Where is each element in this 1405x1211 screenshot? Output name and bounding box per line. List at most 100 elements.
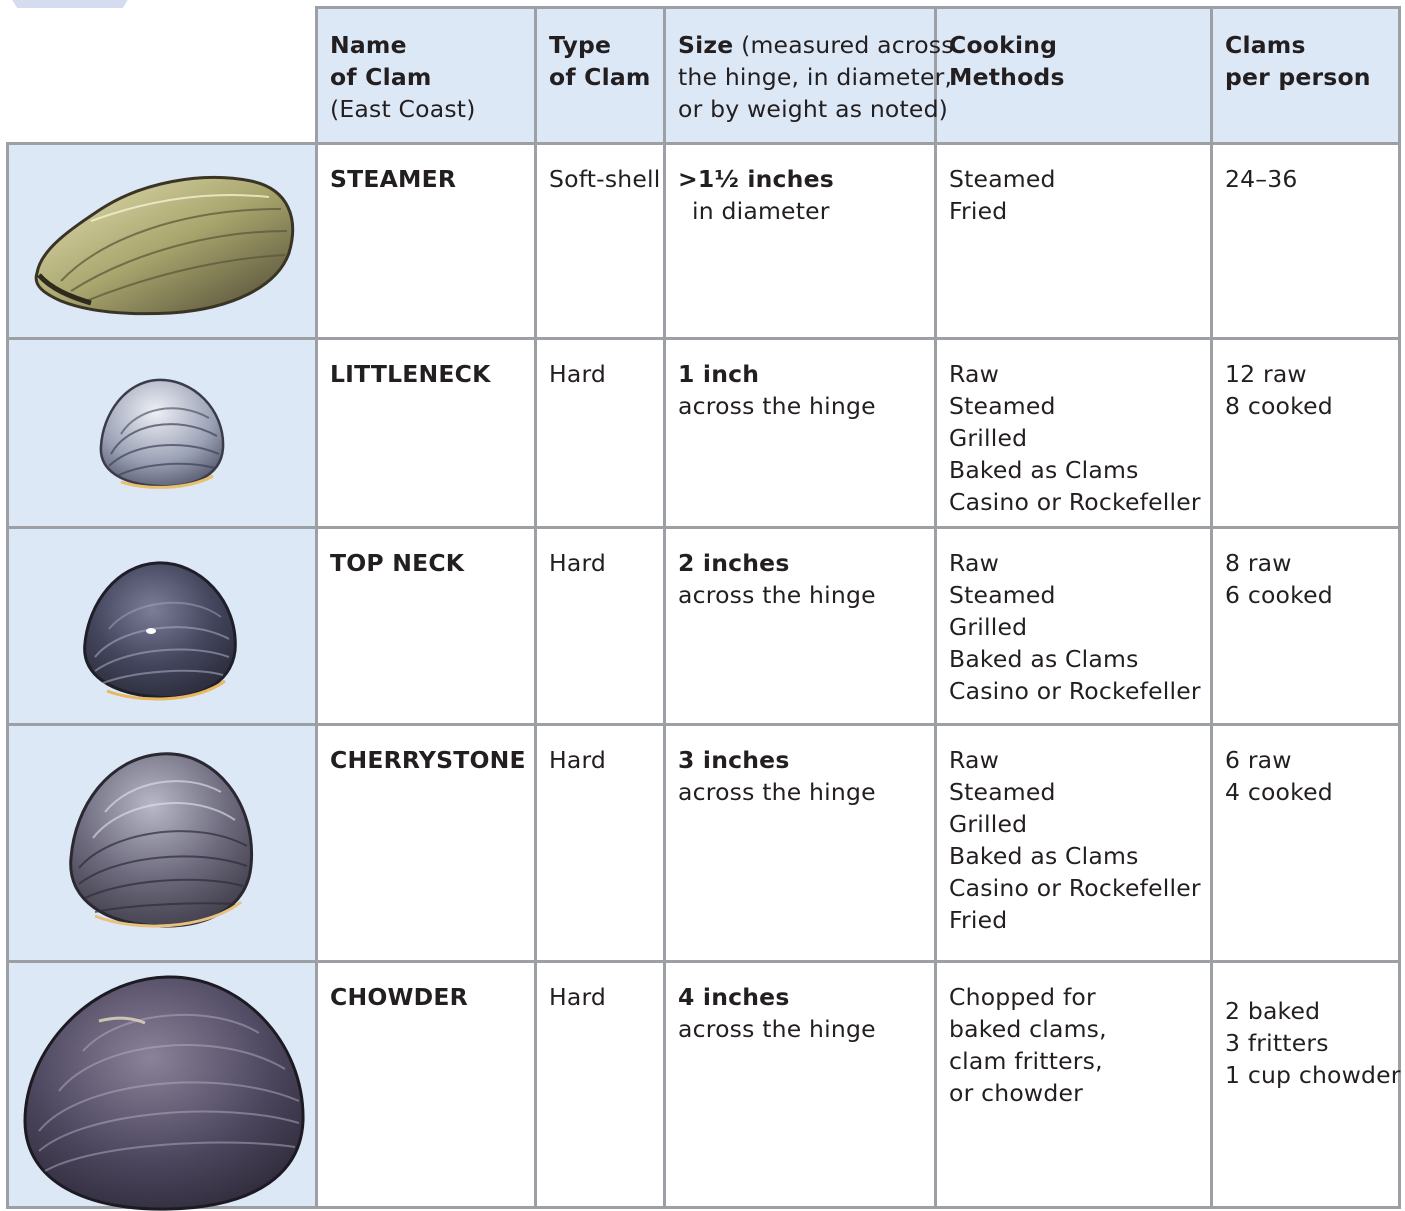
cooking-methods-cell: Raw Steamed Grilled Baked as Clams Casin… (934, 723, 1213, 963)
header-text: Clams (1225, 31, 1306, 59)
steamer-clam-illustration (34, 175, 295, 316)
clam-size-cell: 1 inch across the hinge (663, 337, 937, 529)
cooking-method: Casino or Rockefeller (949, 677, 1201, 705)
clam-size-cell: 2 inches across the hinge (663, 526, 937, 726)
clam-name: CHERRYSTONE (330, 746, 526, 774)
clam-guide-table: Name of Clam (East Coast) Type of Clam S… (6, 6, 1401, 1211)
cooking-methods-cell: Raw Steamed Grilled Baked as Clams Casin… (934, 526, 1213, 726)
cooking-method: Chopped for (949, 983, 1096, 1011)
clam-size-detail: across the hinge (678, 581, 876, 609)
clam-size: 3 inches (678, 746, 790, 774)
cooking-method: Steamed (949, 165, 1056, 193)
clam-size: 1 inch (678, 360, 760, 388)
header-note: or by weight as noted) (678, 95, 949, 123)
per-person-cell: 8 raw 6 cooked (1210, 526, 1401, 726)
cooking-method: baked clams, (949, 1015, 1107, 1043)
per-person-cell: 6 raw 4 cooked (1210, 723, 1401, 963)
clam-image-cell (6, 960, 318, 1211)
top-neck-clam-illustration (83, 561, 237, 701)
per-person-value: 12 raw (1225, 360, 1307, 388)
clam-name: TOP NECK (330, 549, 465, 577)
table-row: STEAMER Soft-shell >1½ inches in diamete… (6, 142, 1401, 340)
per-person-value: 8 cooked (1225, 392, 1333, 420)
header-note: (measured across (741, 31, 954, 59)
table-row: TOP NECK Hard 2 inches across the hinge … (6, 526, 1401, 726)
per-person-cell: 2 baked 3 fritters 1 cup chowder (1210, 960, 1401, 1209)
header-text: Name (330, 31, 407, 59)
clam-type-cell: Hard (534, 723, 666, 963)
littleneck-clam-illustration (99, 378, 225, 489)
clam-name-cell: CHOWDER (315, 960, 537, 1209)
header-text: per person (1225, 63, 1371, 91)
cooking-method: Baked as Clams (949, 842, 1139, 870)
table-row: CHERRYSTONE Hard 3 inches across the hin… (6, 723, 1401, 963)
cooking-method: Grilled (949, 613, 1028, 641)
header-clams-per-person: Clams per person (1210, 6, 1401, 145)
cooking-method: or chowder (949, 1079, 1083, 1107)
clam-size-detail: across the hinge (678, 392, 876, 420)
clam-size-cell: 3 inches across the hinge (663, 723, 937, 963)
header-note: the hinge, in diameter, (678, 63, 953, 91)
cooking-method: Steamed (949, 392, 1056, 420)
cooking-method: Grilled (949, 810, 1028, 838)
clam-image-cell (6, 526, 318, 726)
cooking-method: Raw (949, 746, 1000, 774)
per-person-value: 1 cup chowder (1225, 1061, 1401, 1089)
cooking-method: Grilled (949, 424, 1028, 452)
clam-size: 2 inches (678, 549, 790, 577)
cooking-method: Baked as Clams (949, 456, 1139, 484)
cooking-method: Casino or Rockefeller (949, 874, 1201, 902)
clam-size: 4 inches (678, 983, 790, 1011)
cooking-method: Fried (949, 197, 1008, 225)
clam-type: Hard (549, 549, 607, 577)
clam-name: STEAMER (330, 165, 457, 193)
header-text: Size (678, 31, 734, 59)
clam-type-cell: Hard (534, 960, 666, 1209)
per-person-cell: 12 raw 8 cooked (1210, 337, 1401, 529)
header-text: of Clam (549, 63, 651, 91)
clam-type: Soft-shell (549, 165, 661, 193)
header-text: of Clam (330, 63, 432, 91)
clam-name-cell: LITTLENECK (315, 337, 537, 529)
clam-type-cell: Soft-shell (534, 142, 666, 340)
clam-size: >1½ inches (678, 165, 834, 193)
clam-name: LITTLENECK (330, 360, 491, 388)
cherrystone-clam-illustration (69, 752, 254, 928)
header-cooking-methods: Cooking Methods (934, 6, 1213, 145)
cooking-method: Raw (949, 360, 1000, 388)
cooking-method: clam fritters, (949, 1047, 1103, 1075)
clam-image-cell (6, 337, 318, 529)
clam-type-cell: Hard (534, 337, 666, 529)
per-person-cell: 24–36 (1210, 142, 1401, 340)
header-text: Methods (949, 63, 1065, 91)
per-person-value: 3 fritters (1225, 1029, 1329, 1057)
per-person-value: 2 baked (1225, 997, 1321, 1025)
header-text: Cooking (949, 31, 1058, 59)
clam-image-cell (6, 723, 318, 963)
clam-type: Hard (549, 983, 607, 1011)
clam-name-cell: STEAMER (315, 142, 537, 340)
cooking-method: Baked as Clams (949, 645, 1139, 673)
cooking-method: Steamed (949, 778, 1056, 806)
per-person-value: 6 raw (1225, 746, 1292, 774)
cooking-method: Raw (949, 549, 1000, 577)
header-name-of-clam: Name of Clam (East Coast) (315, 6, 537, 145)
cooking-methods-cell: Steamed Fried (934, 142, 1213, 340)
clam-size-detail: across the hinge (678, 1015, 876, 1043)
clam-image-cell (6, 142, 318, 340)
per-person-value: 6 cooked (1225, 581, 1333, 609)
clam-type: Hard (549, 360, 607, 388)
header-row: Name of Clam (East Coast) Type of Clam S… (7, 6, 1401, 145)
cooking-methods-cell: Chopped for baked clams, clam fritters, … (934, 960, 1213, 1209)
per-person-value: 4 cooked (1225, 778, 1333, 806)
per-person-value: 24–36 (1225, 165, 1298, 193)
clam-type: Hard (549, 746, 607, 774)
header-blank-cell (7, 7, 318, 145)
cooking-methods-cell: Raw Steamed Grilled Baked as Clams Casin… (934, 337, 1213, 529)
header-size: Size (measured across the hinge, in diam… (663, 6, 953, 145)
clam-name-cell: TOP NECK (315, 526, 537, 726)
cooking-method: Steamed (949, 581, 1056, 609)
header-text: Type (549, 31, 612, 59)
clam-size-detail: across the hinge (678, 778, 876, 806)
clam-name-cell: CHERRYSTONE (315, 723, 537, 963)
